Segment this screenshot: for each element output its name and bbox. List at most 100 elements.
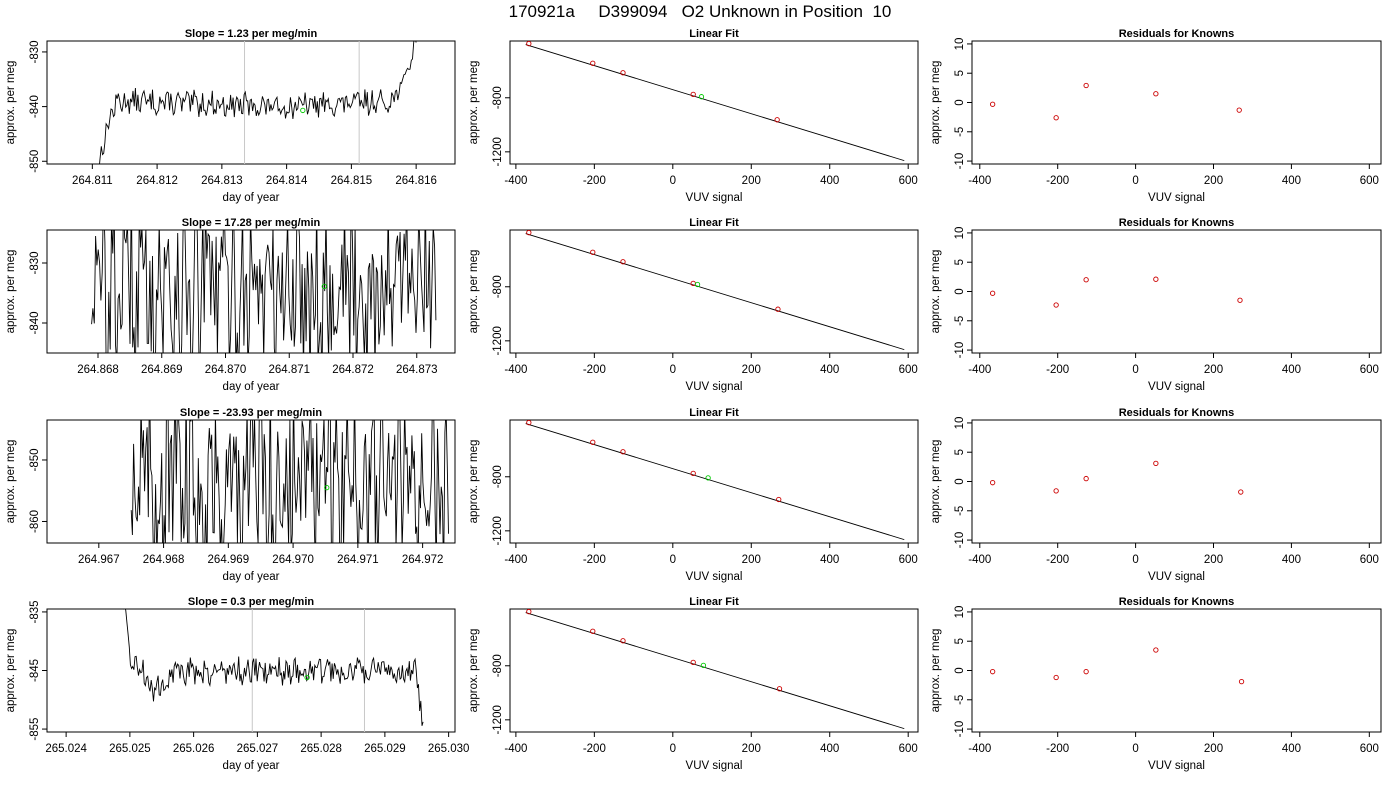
residual-point bbox=[1236, 107, 1242, 113]
known-point bbox=[620, 638, 626, 644]
x-tick-label: -200 bbox=[1046, 364, 1069, 376]
y-tick-label: -10 bbox=[954, 342, 966, 359]
y-tick-label: -800 bbox=[492, 654, 504, 677]
x-tick-label: -200 bbox=[583, 554, 606, 566]
x-tick-label: 264.968 bbox=[143, 554, 185, 566]
y-tick-label: 5 bbox=[954, 449, 966, 455]
panel-title: Residuals for Knowns bbox=[1119, 407, 1235, 419]
y-tick-label: -10 bbox=[954, 721, 966, 738]
plot-frame bbox=[509, 229, 919, 354]
series-line bbox=[91, 230, 437, 353]
plot-area bbox=[130, 420, 449, 543]
x-tick-label: 200 bbox=[1204, 175, 1223, 187]
known-point bbox=[590, 439, 596, 445]
panel-title: Residuals for Knowns bbox=[1119, 217, 1235, 229]
y-tick-label: -800 bbox=[492, 465, 504, 488]
panel-title: Linear Fit bbox=[689, 407, 739, 419]
known-point bbox=[526, 420, 532, 426]
residual-point bbox=[989, 669, 996, 675]
x-tick-label: 264.868 bbox=[77, 364, 119, 376]
residual-point bbox=[1083, 277, 1089, 283]
residual-point bbox=[989, 290, 996, 296]
y-tick-label: 0 bbox=[954, 288, 966, 294]
residual-point bbox=[1053, 302, 1059, 308]
chart-panel-linear-fit-2: Linear Fit -400 -200 0 200 400 600 -1200 -800 VUV… bbox=[468, 217, 919, 393]
plot-frame bbox=[46, 419, 456, 544]
x-tick-label: 400 bbox=[820, 364, 839, 376]
plot-frame bbox=[509, 608, 919, 733]
y-axis-label: approx. per meg bbox=[930, 440, 942, 524]
known-point bbox=[690, 91, 696, 98]
panel-title: Slope = 0.3 per meg/min bbox=[188, 596, 315, 608]
x-tick-label: 264.967 bbox=[78, 554, 120, 566]
unknown-point bbox=[321, 283, 327, 290]
y-tick-label: -800 bbox=[492, 86, 504, 109]
fit-line bbox=[525, 612, 905, 730]
plot-area bbox=[525, 230, 905, 351]
x-tick-label: 264.811 bbox=[72, 175, 113, 187]
unknown-point bbox=[300, 107, 306, 114]
x-tick-label: 400 bbox=[820, 175, 839, 187]
y-tick-label: -1200 bbox=[492, 516, 504, 545]
x-tick-label: 264.970 bbox=[272, 554, 314, 566]
x-tick-label: 264.869 bbox=[141, 364, 183, 376]
plot-frame bbox=[971, 40, 1382, 165]
plot-frame bbox=[971, 229, 1382, 354]
x-tick-label: -200 bbox=[583, 743, 606, 755]
chart-panel-linear-fit-4: Linear Fit -400 -200 0 200 400 600 -1200 -800 VUV… bbox=[468, 596, 919, 772]
plot-frame bbox=[509, 419, 919, 544]
x-tick-label: -400 bbox=[968, 364, 991, 376]
y-tick-label: -830 bbox=[29, 40, 41, 63]
x-tick-label: 600 bbox=[1360, 175, 1379, 187]
chart-panel-residuals-4: Residuals for Knowns -400 -200 0 200 400 600 -1… bbox=[930, 596, 1382, 772]
x-tick-label: 400 bbox=[820, 743, 839, 755]
y-tick-label: -5 bbox=[954, 316, 966, 326]
y-axis-label: approx. per meg bbox=[930, 629, 942, 713]
x-tick-label: 600 bbox=[1360, 554, 1379, 566]
residual-point bbox=[989, 480, 996, 486]
x-axis-label: day of year bbox=[223, 571, 280, 583]
x-tick-label: 200 bbox=[742, 175, 761, 187]
x-tick-label: 400 bbox=[1282, 743, 1301, 755]
x-axis-label: VUV signal bbox=[1148, 192, 1205, 204]
chart-panel-timeseries-4: Slope = 0.3 per meg/min 265.024 265.025 265… bbox=[5, 596, 469, 772]
x-tick-label: 400 bbox=[1282, 554, 1301, 566]
x-tick-label: 265.029 bbox=[364, 743, 406, 755]
y-axis-label: approx. per meg bbox=[930, 61, 942, 145]
x-axis-label: day of year bbox=[223, 192, 280, 204]
x-tick-label: 265.026 bbox=[173, 743, 215, 755]
panel-title: Slope = -23.93 per meg/min bbox=[180, 407, 322, 419]
x-tick-label: 264.870 bbox=[205, 364, 247, 376]
y-axis-label: approx. per meg bbox=[5, 61, 17, 145]
x-axis-label: VUV signal bbox=[686, 381, 743, 393]
y-axis-label: approx. per meg bbox=[468, 440, 480, 524]
x-tick-label: 0 bbox=[1132, 175, 1138, 187]
residual-point bbox=[1083, 82, 1089, 89]
x-tick-label: 600 bbox=[899, 554, 918, 566]
y-tick-label: 10 bbox=[954, 606, 966, 619]
y-axis-label: approx. per meg bbox=[5, 440, 17, 524]
y-tick-label: -855 bbox=[29, 718, 41, 741]
chart-panel-residuals-1: Residuals for Knowns -400 -200 0 200 400 600 -1… bbox=[930, 28, 1382, 204]
y-tick-label: -1200 bbox=[492, 705, 504, 734]
y-tick-label: 5 bbox=[954, 70, 966, 76]
x-axis-label: day of year bbox=[223, 381, 280, 393]
known-point bbox=[590, 628, 596, 634]
y-tick-label: 5 bbox=[954, 259, 966, 265]
x-tick-label: -200 bbox=[1046, 743, 1069, 755]
known-point bbox=[775, 306, 781, 312]
unknown-point bbox=[304, 674, 310, 681]
x-tick-label: 264.871 bbox=[268, 364, 310, 376]
x-tick-label: -400 bbox=[504, 364, 527, 376]
panel-title: Linear Fit bbox=[689, 28, 739, 40]
y-axis-label: approx. per meg bbox=[5, 629, 17, 713]
plot-area bbox=[123, 609, 424, 732]
unknown-point bbox=[324, 484, 330, 491]
y-axis-label: approx. per meg bbox=[930, 250, 942, 334]
x-tick-label: 400 bbox=[1282, 175, 1301, 187]
y-tick-label: -860 bbox=[29, 510, 41, 533]
x-tick-label: -400 bbox=[504, 554, 527, 566]
x-tick-label: -400 bbox=[968, 175, 991, 187]
x-tick-label: 0 bbox=[670, 175, 676, 187]
known-point bbox=[526, 230, 532, 236]
